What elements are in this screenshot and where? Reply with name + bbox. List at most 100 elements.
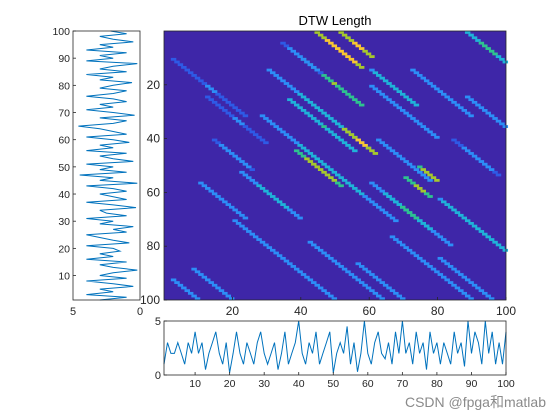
heatmap-y-tick-label: 60 (147, 185, 161, 199)
heatmap-cell (482, 109, 488, 112)
heatmap-cell (413, 103, 420, 107)
heatmap-cell (396, 154, 403, 158)
heatmap-cell (406, 98, 413, 102)
heatmap-cell (246, 230, 252, 233)
heatmap-cell (290, 87, 297, 91)
heatmap-cell (458, 273, 464, 276)
heatmap-cell (485, 47, 491, 50)
dtw-heatmap-axes: DTW Length 20 40 60 80 100 20 40 60 80 100 (140, 13, 516, 318)
heatmap-cell (348, 184, 355, 188)
heatmap-cell (358, 141, 365, 145)
heatmap-cell (488, 238, 495, 241)
heatmap-cell (420, 189, 426, 193)
heatmap-cell (441, 259, 447, 263)
heatmap-cell (304, 149, 310, 153)
heatmap-cell (211, 138, 218, 142)
heatmap-cell (468, 297, 474, 301)
left-y-tick-label: 20 (58, 243, 70, 255)
heatmap-cell (369, 84, 375, 88)
heatmap-cell (317, 109, 324, 112)
heatmap-cell (355, 100, 361, 104)
left-y-tick-label: 70 (58, 108, 70, 120)
heatmap-cell (345, 270, 351, 274)
heatmap-cell (232, 106, 238, 110)
bottom-x-tick-label: 40 (293, 378, 305, 390)
heatmap-cell (184, 68, 190, 72)
heatmap-cell (324, 39, 331, 42)
heatmap-cell (423, 170, 430, 174)
heatmap-cell (454, 211, 461, 215)
heatmap-band (259, 114, 399, 223)
heatmap-cell (413, 119, 420, 123)
heatmap-cell (348, 39, 355, 42)
heatmap-cell (297, 55, 303, 59)
heatmap-cell (222, 109, 228, 112)
heatmap-cell (201, 82, 208, 85)
left-y-tick-label: 60 (58, 135, 70, 147)
heatmap-cell (393, 152, 399, 155)
heatmap-cell (297, 106, 303, 110)
heatmap-cell (280, 256, 286, 260)
heatmap-cell (423, 127, 430, 131)
heatmap-cell (495, 55, 502, 59)
heatmap-cell (358, 65, 365, 69)
heatmap-x-tick-label: 100 (496, 304, 516, 318)
heatmap-cell (328, 79, 334, 83)
heatmap-cell (239, 111, 245, 115)
heatmap-cell (263, 117, 269, 120)
left-y-tick-label: 100 (52, 26, 70, 38)
heatmap-cell (478, 230, 485, 233)
heatmap-cell (239, 213, 245, 217)
heatmap-cell (461, 109, 468, 112)
heatmap-band (403, 176, 433, 198)
heatmap-cell (201, 275, 208, 279)
heatmap-cell (485, 165, 491, 169)
heatmap-cell (338, 176, 344, 180)
heatmap-cell (259, 138, 266, 142)
heatmap-cell (393, 291, 399, 295)
heatmap-cell (270, 122, 276, 126)
heatmap-cell (468, 281, 474, 284)
heatmap-cell (263, 141, 269, 145)
heatmap-cell (399, 297, 406, 301)
heatmap-cell (293, 149, 300, 153)
heatmap-cell (369, 149, 375, 153)
heatmap-cell (355, 138, 361, 142)
heatmap-cell (386, 98, 392, 102)
heatmap-cell (273, 125, 279, 128)
heatmap-cell (239, 224, 245, 228)
left-y-tick-label: 10 (58, 271, 70, 283)
heatmap-cell (256, 135, 262, 139)
heatmap-cell (447, 98, 454, 102)
heatmap-cell (475, 286, 481, 290)
heatmap-cell (382, 192, 389, 196)
heatmap-cell (352, 60, 358, 64)
heatmap-cell (495, 243, 502, 247)
heatmap-cell (444, 262, 450, 266)
heatmap-cell (242, 162, 249, 166)
bottom-x-tick-label: 10 (189, 378, 201, 390)
heatmap-cell (341, 52, 348, 56)
heatmap-cell (324, 254, 331, 258)
heatmap-title: DTW Length (299, 13, 372, 28)
bottom-signal-line (163, 320, 507, 373)
heatmap-cell (328, 130, 334, 134)
heatmap-cell (225, 149, 232, 153)
heatmap-cell (208, 87, 214, 91)
heatmap-cell (338, 184, 344, 188)
heatmap-cell (369, 273, 375, 276)
heatmap-band (369, 84, 440, 139)
heatmap-cell (321, 36, 327, 40)
heatmap-cell (454, 270, 461, 274)
heatmap-cell (399, 92, 406, 96)
heatmap-cell (338, 49, 344, 53)
heatmap-cell (488, 297, 495, 301)
heatmap-cell (365, 197, 372, 201)
heatmap-cell (218, 106, 225, 110)
heatmap-cell (335, 122, 341, 126)
heatmap-cell (218, 95, 225, 99)
heatmap-band (437, 256, 495, 301)
heatmap-cell (423, 224, 430, 228)
heatmap-cell (389, 149, 396, 153)
heatmap-cell (235, 109, 242, 112)
